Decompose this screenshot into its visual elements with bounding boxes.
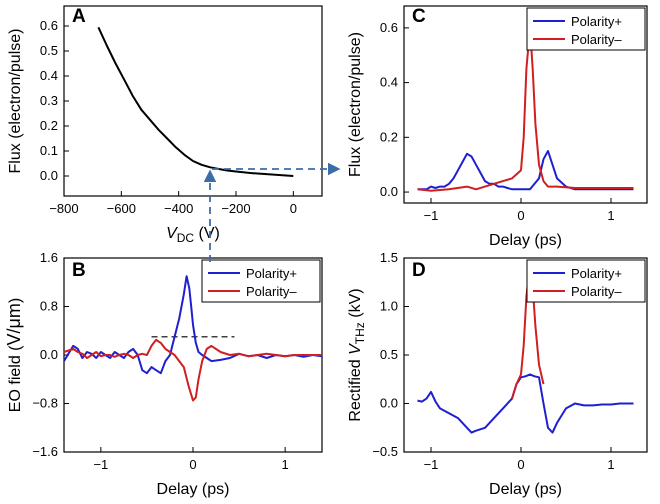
series-line-Polarity-plus [417, 373, 634, 434]
y-tick-label: 1.6 [40, 250, 58, 265]
y-tick-label: −1.6 [32, 444, 58, 459]
x-tick-label: 0 [189, 457, 196, 472]
y-tick-label: 0.0 [40, 347, 58, 362]
chart-panel-c: −1 0 1 0.0 0.2 0.4 0.6 C Polarity+ Polarity– Delay… [347, 5, 648, 249]
y-axis-label: Rectified VTHz (kV) [347, 288, 367, 421]
series-line-Polarity [417, 26, 634, 192]
legend-box [526, 259, 646, 303]
x-tick-label: 1 [607, 457, 614, 472]
x-axis-label: Delay (ps) [489, 232, 562, 249]
series-line-Polarity [63, 338, 322, 402]
legend-entry: Polarity+ [571, 266, 622, 281]
panel-label: B [72, 260, 86, 281]
y-tick-label: 0.4 [380, 75, 398, 90]
legend: Polarity+ Polarity– [526, 259, 646, 303]
y-tick-label: 0.5 [40, 43, 58, 58]
series-line-main [97, 26, 294, 177]
y-tick-label: 1.0 [380, 299, 398, 314]
legend-entry: Polarity+ [246, 266, 297, 281]
y-axis-label: Flux (electron/pulse) [7, 29, 24, 174]
y-tick-label: 0.5 [380, 347, 398, 362]
y-tick-label: 0.6 [40, 18, 58, 33]
y-axis-label: Flux (electron/pulse) [347, 32, 364, 177]
panel-label: A [72, 6, 86, 27]
chart-panel-b: −1 0 1 −1.6 −0.8 0.0 0.8 1.6 B Polarity+ Polarity–… [4, 250, 323, 498]
x-tick-label: −400 [164, 201, 193, 216]
x-tick-label: −1 [424, 208, 439, 223]
x-tick-label: −800 [49, 201, 78, 216]
legend-entry: Polarity– [571, 284, 622, 299]
connector-arrows [203, 162, 341, 262]
x-axis-label: VDC (V) [166, 225, 220, 245]
y-tick-label: 0.1 [40, 143, 58, 158]
y-tick-label: −0.8 [32, 396, 58, 411]
x-tick-label: 1 [607, 208, 614, 223]
y-tick-label: 0.3 [40, 93, 58, 108]
x-tick-label: −1 [424, 457, 439, 472]
plot-frame [403, 5, 648, 204]
y-axis-label: EO field (V/μm) [4, 298, 24, 412]
legend-box [201, 259, 321, 303]
y-tick-label: 0.0 [380, 184, 398, 199]
y-tick-label: 1.5 [380, 250, 398, 265]
legend-entry: Polarity– [571, 32, 622, 47]
panel-label: D [412, 260, 426, 281]
legend: Polarity+ Polarity– [526, 7, 646, 51]
x-tick-label: 0 [290, 201, 297, 216]
legend-entry: Polarity+ [571, 14, 622, 29]
y-tick-label: −0.5 [372, 444, 398, 459]
y-tick-label: 0.2 [380, 129, 398, 144]
x-tick-label: −600 [107, 201, 136, 216]
panel-label: C [412, 6, 426, 27]
chart-panel-d: −1 0 1 −0.5 0.0 0.5 1.0 1.5 D Polarity+ Polarity– D… [347, 250, 648, 498]
y-tick-label: 0.6 [380, 20, 398, 35]
x-axis-label: Delay (ps) [489, 481, 562, 498]
y-tick-label: 0.2 [40, 118, 58, 133]
legend: Polarity+ Polarity– [201, 259, 321, 303]
y-tick-label: 0.0 [40, 168, 58, 183]
series-line-Polarity-plus [417, 150, 634, 191]
legend-entry: Polarity– [246, 284, 297, 299]
y-tick-label: 0.4 [40, 68, 58, 83]
y-tick-label: 0.0 [380, 396, 398, 411]
x-tick-label: 0 [517, 208, 524, 223]
x-tick-label: 0 [517, 457, 524, 472]
x-tick-label: 1 [282, 457, 289, 472]
x-tick-label: −1 [93, 457, 108, 472]
chart-panel-a: −800 −600 −400 −200 0 0.0 0.1 0.2 0.3 0.4 0.5 0.6 A V… [7, 5, 323, 245]
x-axis-label: Delay (ps) [157, 481, 230, 498]
y-tick-label: 0.8 [40, 299, 58, 314]
panels: −800 −600 −400 −200 0 0.0 0.1 0.2 0.3 0.4 0.5 0.6 A V… [4, 5, 648, 498]
legend-box [526, 7, 646, 51]
x-tick-label: −200 [221, 201, 250, 216]
